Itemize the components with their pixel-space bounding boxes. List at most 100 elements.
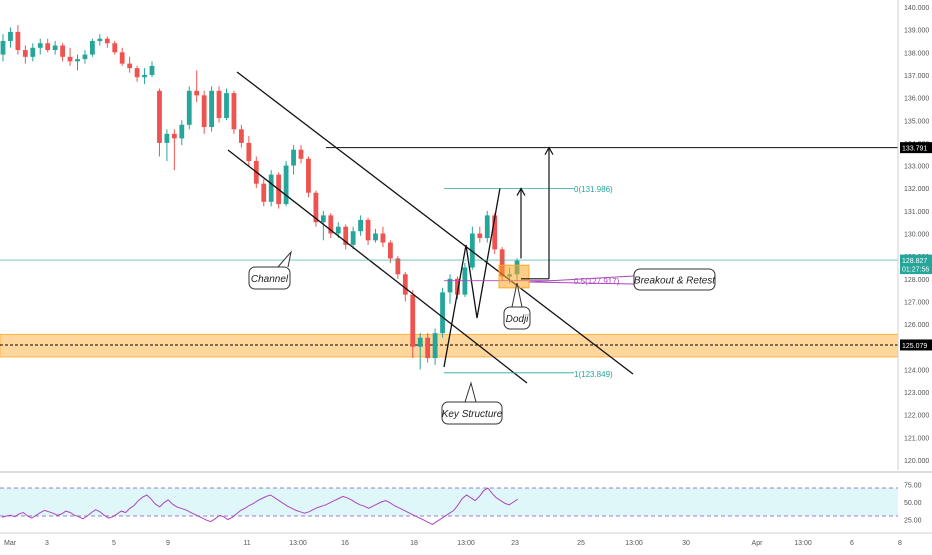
candle-body (67, 56, 73, 62)
rsi-band (0, 488, 898, 516)
price-tick-label: 120.000 (904, 458, 929, 465)
target-arrow-short-head (516, 187, 526, 196)
candle-body (283, 165, 289, 205)
doji-callout-box (503, 306, 531, 330)
key-structure-callout-pointer (464, 381, 477, 403)
candle-body (328, 215, 334, 234)
channel-callout[interactable]: Channel (248, 266, 291, 290)
candle-body (365, 219, 371, 241)
candle-body (224, 93, 229, 118)
candle-body (246, 142, 252, 162)
breakout-callout[interactable]: Breakout & Retest (633, 268, 716, 291)
candle-body (201, 95, 207, 128)
breakout-callout-pointer (528, 275, 635, 285)
candle-body (447, 278, 453, 293)
candle-body (477, 233, 483, 239)
rsi-line (1, 487, 518, 525)
candle-body (313, 192, 319, 223)
candle-body (179, 124, 185, 139)
doji-callout[interactable]: Dodji (503, 306, 531, 330)
time-tick-label: 5 (112, 540, 116, 547)
candle-body (388, 242, 393, 259)
candle-body (484, 215, 490, 239)
candle-body (149, 65, 155, 75)
candle-body (320, 215, 326, 223)
candle-body (395, 258, 401, 275)
time-tick-label: 13:00 (457, 540, 475, 547)
price-tick-label: 124.000 (904, 367, 929, 374)
time-tick-label: 9 (166, 540, 170, 547)
candle-body (261, 183, 267, 202)
fib-mid-label: 0.5(127.917) (574, 277, 620, 286)
price-tick-label: 126.000 (904, 322, 929, 329)
price-tick-label: 128.000 (904, 277, 929, 284)
price-tick-label: 122.000 (904, 413, 929, 420)
time-tick-label: 6 (850, 540, 854, 547)
drawings-layer (0, 71, 898, 403)
candle-body (104, 38, 110, 44)
channel-label: Channel (251, 274, 289, 285)
price-marker-label: 133.791 (902, 146, 927, 153)
channel-lower-line (227, 149, 528, 384)
candle-body (268, 174, 274, 202)
price-tick-label: 140.000 (904, 5, 929, 12)
fib-bottom-label: 1(123.849) (574, 370, 613, 379)
time-tick-label: 13:00 (794, 540, 812, 547)
price-marker-label: 128.827 (902, 258, 927, 265)
price-tick-label: 123.000 (904, 390, 929, 397)
price-tick-label: 121.000 (904, 435, 929, 442)
key-structure-callout[interactable]: Key Structure (441, 401, 503, 425)
candle-body (60, 45, 65, 57)
price-tick-label: 135.000 (904, 118, 929, 125)
time-tick-label: 3 (45, 540, 49, 547)
candle-body (298, 149, 304, 159)
time-tick-label: 13:00 (289, 540, 307, 547)
time-tick-label: 16 (341, 540, 349, 547)
candle-body (410, 294, 416, 347)
price-marker-bg (900, 142, 932, 154)
candle-body (425, 337, 431, 359)
annotation-labels: Channel Breakout & Retest Dodji Key Stru… (248, 185, 716, 425)
candle-body (335, 226, 341, 234)
price-tick-label: 130.000 (904, 232, 929, 239)
candle-body (45, 43, 51, 51)
candle-body (380, 233, 386, 243)
candle-body (112, 43, 118, 53)
candle-body (52, 45, 58, 51)
candle-body (134, 68, 140, 78)
candle-body (37, 43, 43, 48)
candle-body (164, 133, 170, 143)
price-marker-label: 125.079 (902, 343, 927, 350)
price-marker-bg (900, 339, 932, 351)
rsi-level-label: 75.00 (904, 483, 922, 490)
retest-box (498, 264, 530, 289)
target-arrow-long-head (544, 146, 554, 155)
price-marker-bg (900, 263, 932, 275)
candle-body (306, 158, 311, 193)
candle-body (358, 219, 363, 232)
time-tick-label: Apr (752, 540, 764, 547)
channel-callout-box (248, 266, 291, 290)
candle-body (119, 52, 125, 64)
time-tick-label: 30 (682, 540, 690, 547)
candle-body (350, 231, 356, 245)
candle-body (142, 74, 147, 78)
time-tick-label: 13:00 (625, 540, 643, 547)
candle-body (469, 233, 475, 268)
candle-body (186, 90, 192, 125)
price-tick-label: 138.000 (904, 50, 929, 57)
rsi-level-label: 50.00 (904, 500, 922, 507)
time-axis: Mar 3 5 9 11 13:00 16 18 13:00 23 25 13:00 30 Apr 13:0… (0, 532, 932, 547)
price-marker-label: 01:27:56 (902, 267, 929, 274)
candle-body (373, 233, 378, 241)
channel-upper-line (236, 71, 634, 375)
candle-body (82, 54, 88, 60)
candle-body (0, 40, 6, 55)
candle-body (157, 90, 162, 143)
candle-body (343, 226, 349, 245)
doji-callout-pointer (511, 282, 523, 308)
candle-body (239, 129, 244, 143)
price-marker-bg (900, 254, 932, 266)
